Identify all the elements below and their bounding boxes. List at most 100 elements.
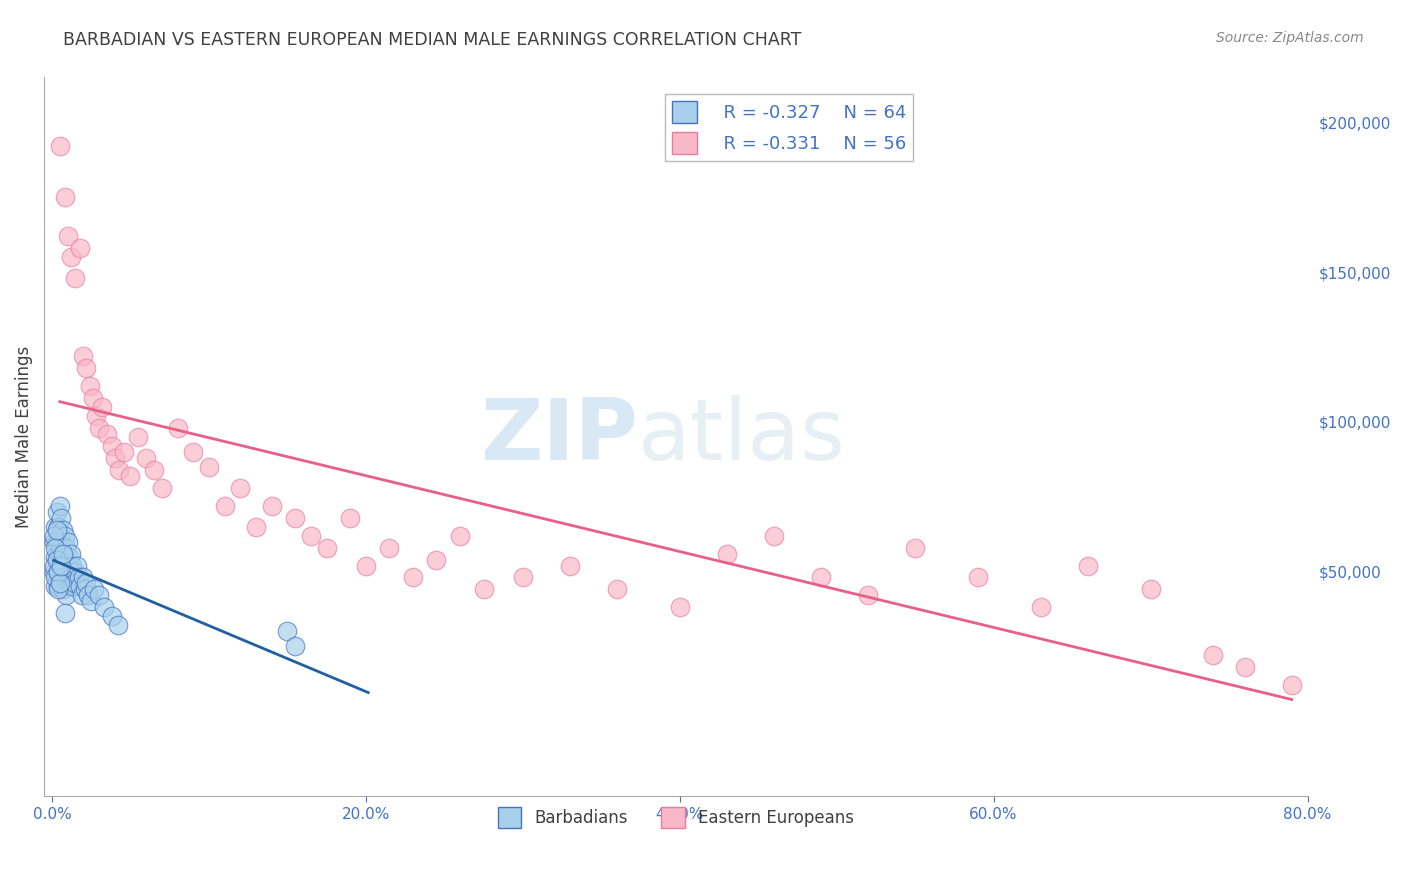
Point: [84, 409, 107, 423]
Point: [52, 552, 75, 566]
Point: [60, 558, 83, 573]
Point: [299, 528, 322, 542]
Point: [49, 558, 72, 573]
Point: [904, 541, 927, 555]
Point: [315, 541, 337, 555]
Point: [82, 391, 104, 405]
Point: [65, 271, 87, 285]
Point: [53, 607, 76, 621]
Point: [1077, 558, 1099, 573]
Point: [45, 534, 67, 549]
Point: [49, 499, 72, 513]
Point: [284, 510, 307, 524]
Point: [51, 541, 73, 555]
Point: [58, 549, 80, 564]
Point: [143, 463, 166, 477]
Point: [56, 558, 79, 573]
Point: [65, 576, 87, 591]
Point: [56, 534, 79, 549]
Point: [53, 528, 76, 542]
Point: [100, 439, 122, 453]
Point: [59, 547, 82, 561]
Point: [44, 541, 66, 555]
Point: [56, 229, 79, 244]
Point: [107, 618, 129, 632]
Point: [354, 558, 377, 573]
Point: [55, 589, 77, 603]
Point: [69, 579, 91, 593]
Point: [67, 570, 90, 584]
Point: [72, 570, 94, 584]
Point: [46, 579, 69, 593]
Point: [76, 576, 98, 591]
Point: [70, 589, 93, 603]
Point: [42, 528, 65, 542]
Point: [229, 481, 252, 495]
Point: [402, 570, 425, 584]
Point: [1139, 582, 1161, 597]
Point: [45, 552, 67, 566]
Point: [44, 549, 66, 564]
Point: [104, 450, 127, 465]
Point: [55, 541, 77, 555]
Point: [45, 523, 67, 537]
Point: [51, 510, 73, 524]
Point: [69, 241, 91, 255]
Point: [51, 570, 73, 584]
Point: [512, 570, 534, 584]
Point: [60, 579, 83, 593]
Point: [59, 570, 82, 584]
Point: [45, 565, 67, 579]
Point: [425, 552, 447, 566]
Point: [260, 499, 283, 513]
Point: [52, 547, 75, 561]
Point: [127, 430, 149, 444]
Point: [284, 640, 307, 654]
Point: [79, 379, 101, 393]
Point: [46, 565, 69, 579]
Legend: Barbadians, Eastern Europeans: Barbadians, Eastern Europeans: [491, 801, 860, 835]
Point: [93, 600, 115, 615]
Point: [44, 519, 66, 533]
Point: [53, 570, 76, 584]
Point: [856, 589, 879, 603]
Text: atlas: atlas: [638, 395, 846, 478]
Point: [53, 190, 76, 204]
Point: [606, 582, 628, 597]
Point: [716, 547, 738, 561]
Point: [96, 426, 118, 441]
Point: [181, 444, 204, 458]
Point: [762, 528, 785, 542]
Text: Source: ZipAtlas.com: Source: ZipAtlas.com: [1216, 31, 1364, 45]
Point: [108, 463, 131, 477]
Point: [51, 558, 73, 573]
Point: [150, 481, 173, 495]
Point: [1202, 648, 1225, 663]
Point: [166, 421, 188, 435]
Point: [66, 558, 89, 573]
Point: [87, 421, 110, 435]
Point: [100, 609, 122, 624]
Point: [1281, 678, 1303, 692]
Point: [72, 349, 94, 363]
Point: [112, 444, 135, 458]
Point: [49, 576, 72, 591]
Point: [449, 528, 471, 542]
Point: [42, 565, 65, 579]
Point: [558, 558, 581, 573]
Point: [52, 523, 75, 537]
Point: [339, 510, 361, 524]
Point: [53, 549, 76, 564]
Point: [87, 589, 110, 603]
Point: [44, 570, 66, 584]
Point: [80, 594, 103, 608]
Point: [668, 600, 690, 615]
Point: [55, 565, 77, 579]
Point: [59, 250, 82, 264]
Point: [46, 519, 69, 533]
Point: [1233, 660, 1256, 674]
Point: [472, 582, 495, 597]
Text: ZIP: ZIP: [481, 395, 638, 478]
Point: [42, 534, 65, 549]
Point: [49, 528, 72, 542]
